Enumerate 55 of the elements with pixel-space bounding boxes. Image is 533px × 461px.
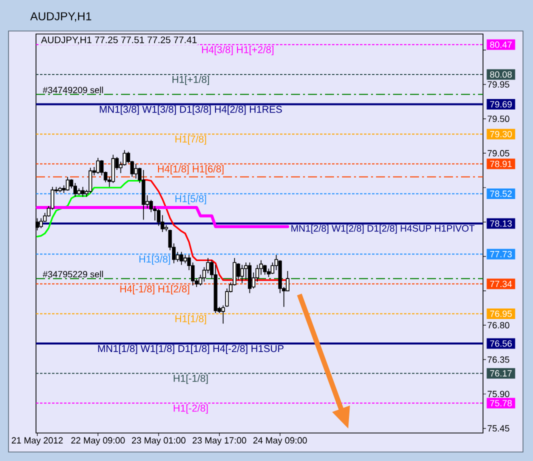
y-tick-label: 76.35 — [488, 356, 510, 363]
ref-line-label: H4[3/8] H1[+2/8] — [202, 46, 274, 56]
candlestick — [88, 167, 92, 194]
ref-line-label: H1[3/8] — [139, 255, 170, 265]
candlestick — [248, 262, 252, 294]
candlestick — [66, 176, 70, 192]
text: 79.69 — [490, 101, 512, 108]
text: 77.34 — [490, 280, 512, 288]
ref-line-label: #34749209 sell — [42, 86, 103, 94]
candlestick — [142, 170, 146, 220]
text: 76.56 — [490, 340, 512, 347]
text: 79.30 — [490, 130, 512, 138]
x-tick-label: 24 May 09:00 — [253, 437, 307, 446]
ref-line-label: MN1[2/8] W1[2/8] D1[2/8] H4SUP H1PIVOT — [291, 224, 475, 234]
ref-line-label: H1[7/8] — [175, 135, 206, 145]
text: 76.95 — [490, 310, 512, 317]
text: 80.08 — [490, 71, 512, 78]
y-tick-label: 75.45 — [488, 425, 510, 432]
text: 80.47 — [490, 42, 512, 48]
candlestick — [73, 182, 78, 198]
text: 78.13 — [490, 220, 512, 227]
ref-line-label: H4[1/8] H1[6/8] — [158, 165, 224, 174]
y-tick-label: 79.95 — [488, 81, 510, 88]
text: 78.91 — [490, 160, 512, 168]
x-tick-label: 21 May 2012 — [12, 437, 63, 446]
candlestick — [111, 154, 115, 184]
ref-line-label: H1[1/8] — [175, 314, 206, 324]
y-tick-label: 79.05 — [488, 150, 510, 156]
text: 76.17 — [490, 370, 512, 377]
candlestick — [240, 264, 244, 284]
ref-line-label: MN1[3/8] W1[3/8] D1[3/8] H4[2/8] H1RES — [100, 106, 282, 115]
ref-line-label: H1[5/8] — [175, 194, 206, 204]
ref-line-label: H4[-1/8] H1[2/8] — [120, 285, 190, 294]
text: 75.78 — [490, 400, 512, 406]
x-tick-label: 22 May 09:00 — [71, 437, 125, 446]
y-tick-label: 75.90 — [488, 390, 510, 398]
chart-subtitle: AUDJPY,H1 77.25 77.51 77.25 77.41 — [41, 36, 197, 44]
ref-line-label: #34795229 sell — [42, 270, 103, 278]
x-tick-label: 23 May 17:00 — [192, 437, 246, 446]
text: 78.52 — [490, 190, 512, 197]
chart-title: AUDJPY,H1 — [30, 12, 92, 22]
x-tick-label: 23 May 01:00 — [132, 437, 186, 446]
candlestick — [134, 164, 138, 179]
candlestick — [96, 157, 100, 174]
candlestick — [58, 186, 62, 193]
candlestick — [263, 264, 267, 276]
ref-line-label: H1[-1/8] — [174, 374, 208, 384]
ref-line-label: MN1[1/8] W1[1/8] D1[1/8] H4[-2/8] H1SUP — [98, 344, 284, 354]
y-tick-label: 76.80 — [488, 322, 510, 328]
ref-line-label: H1[-2/8] — [174, 404, 208, 414]
candlestick — [214, 264, 218, 314]
ref-line-label: H1[+1/8] — [172, 76, 209, 85]
text: 77.73 — [490, 250, 512, 258]
y-tick-label: 79.50 — [488, 116, 510, 122]
candlestick — [180, 251, 184, 266]
